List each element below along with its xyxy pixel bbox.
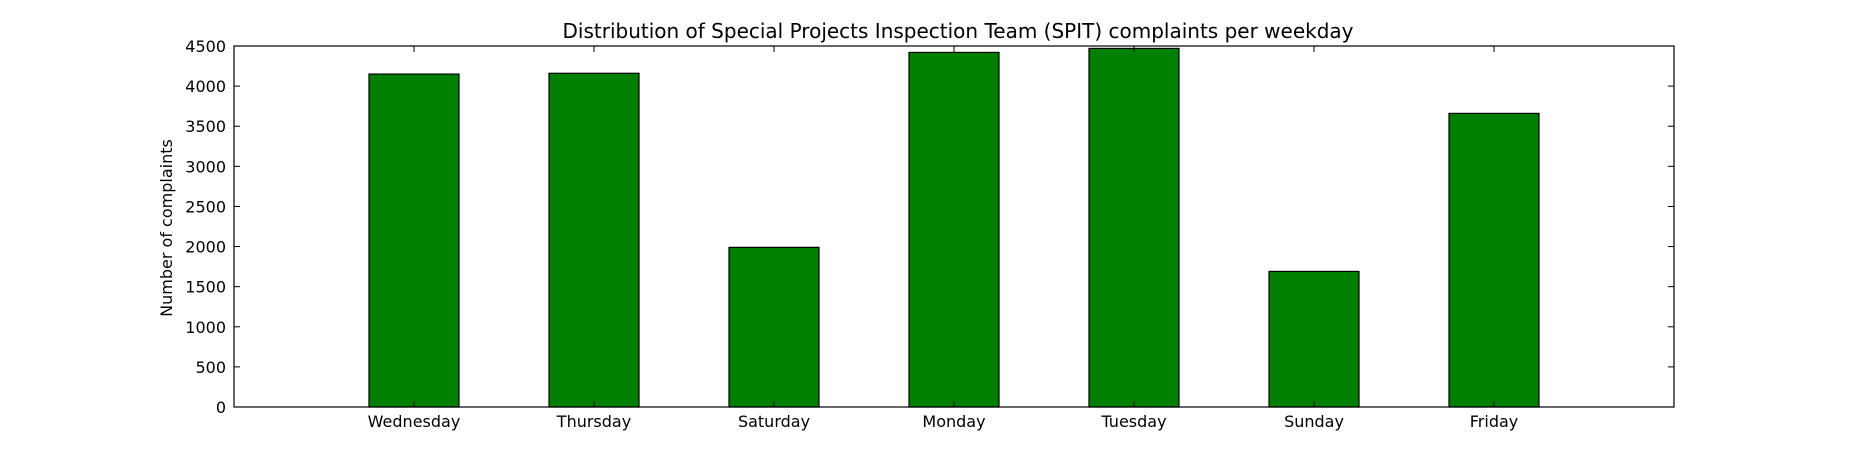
plot-frame — [233, 45, 1675, 408]
bar-friday — [1448, 112, 1540, 408]
bar-monday — [908, 51, 1000, 408]
y-tick-label-500: 500 — [195, 358, 226, 377]
bar-saturday — [728, 246, 820, 408]
y-tick-label-4000: 4000 — [185, 77, 226, 96]
y-tick-label-2500: 2500 — [185, 197, 226, 216]
bar-sunday — [1268, 270, 1360, 408]
x-tick-label-monday: Monday — [922, 412, 985, 431]
y-axis-ticks: 0 500 1000 1500 2000 2500 3000 3500 4000 4500 — [185, 37, 1674, 417]
y-tick-label-3500: 3500 — [185, 117, 226, 136]
y-tick-label-2000: 2000 — [185, 238, 226, 257]
chart-title: Distribution of Special Projects Inspect… — [563, 19, 1354, 43]
y-tick-label-3000: 3000 — [185, 157, 226, 176]
bar-thursday — [548, 72, 640, 408]
y-tick-label-0: 0 — [216, 398, 226, 417]
bar-tuesday — [1088, 47, 1180, 408]
y-tick-label-1000: 1000 — [185, 318, 226, 337]
y-tick-label-4500: 4500 — [185, 37, 226, 56]
x-tick-label-tuesday: Tuesday — [1100, 412, 1166, 431]
x-tick-label-friday: Friday — [1470, 412, 1519, 431]
x-tick-label-sunday: Sunday — [1284, 412, 1344, 431]
bar-wednesday — [368, 73, 460, 408]
bars-group — [368, 47, 1540, 408]
y-tick-label-1500: 1500 — [185, 278, 226, 297]
x-tick-label-saturday: Saturday — [738, 412, 810, 431]
x-tick-label-wednesday: Wednesday — [368, 412, 461, 431]
y-axis-label: Number of complaints — [157, 139, 176, 317]
x-axis-ticks: Wednesday Thursday Saturday Monday Tuesday Su… — [368, 46, 1519, 431]
x-tick-label-thursday: Thursday — [556, 412, 631, 431]
